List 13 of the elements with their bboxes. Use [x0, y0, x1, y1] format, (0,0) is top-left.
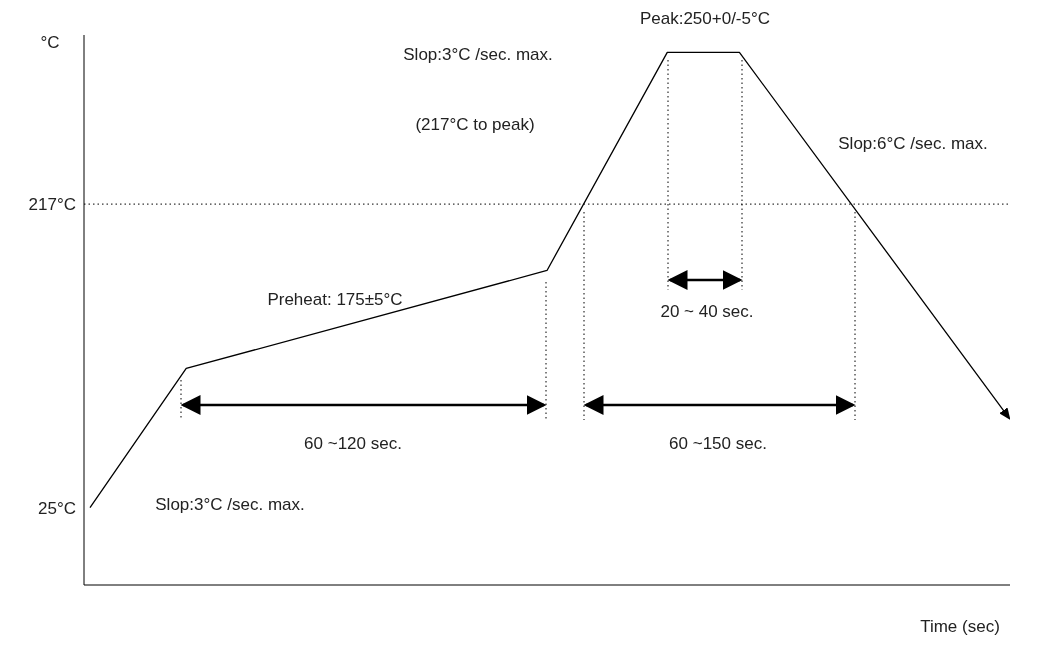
y-tick-label: 217°C	[28, 195, 76, 215]
annotation: Preheat: 175±5°C	[267, 290, 403, 309]
annotation: 20 ~ 40 sec.	[660, 302, 754, 321]
annotation: 60 ~120 sec.	[304, 434, 402, 453]
y-axis-title: °C	[40, 33, 60, 52]
y-tick-label: 25°C	[38, 498, 76, 518]
text: Peak:250+0/-5°C	[639, 9, 771, 28]
annotation: 60 ~150 sec.	[669, 434, 767, 453]
annotation: Slop:3°C /sec. max.	[155, 495, 305, 514]
annotation: (217°C to peak)	[415, 115, 535, 134]
annotation: Slop:3°C /sec. max.	[403, 45, 553, 64]
x-axis-title: Time (sec)	[920, 617, 1000, 636]
annotation: Slop:6°C /sec. max.	[838, 134, 988, 153]
